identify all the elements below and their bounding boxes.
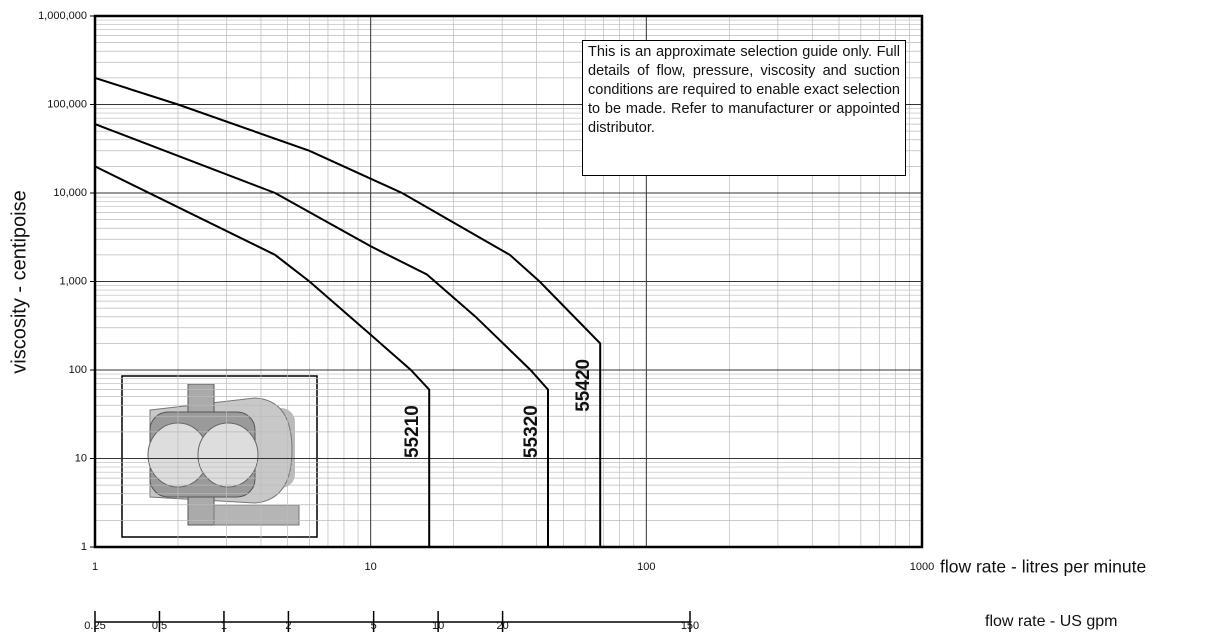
series-line: [94, 165, 431, 547]
note-box: This is an approximate selection guide o…: [582, 40, 906, 176]
y-tick-label: 1,000: [59, 275, 87, 287]
y-tick-label: 10,000: [53, 187, 87, 199]
y-tick-label: 100,000: [47, 98, 87, 110]
x-tick-label: 10: [365, 561, 377, 573]
y-tick-label: 1: [81, 541, 87, 553]
x2-tick-label: 150: [681, 620, 699, 632]
plot: 1 10 100 1000 1 10 100 1,000 10,000 100,000 1,000,…: [38, 10, 934, 632]
series-line: [94, 123, 549, 547]
series-line: [94, 76, 602, 547]
x2-tick-label: 5: [371, 620, 377, 632]
x2-tick-label: 1: [221, 620, 227, 632]
x-axis-label: flow rate - litres per minute: [940, 557, 1146, 577]
x2-axis-label: flow rate - US gpm: [985, 613, 1117, 630]
series-label: 55320: [521, 405, 542, 458]
x-tick-label: 1000: [910, 561, 934, 573]
x2-tick-label: 2: [285, 620, 291, 632]
y-tick-label: 1,000,000: [38, 10, 87, 22]
y-tick-label: 10: [75, 452, 87, 464]
y-tick-label: 100: [69, 364, 87, 376]
y-axis-label: viscosity - centipoise: [8, 190, 30, 373]
x-tick-label: 1: [92, 561, 98, 573]
x2-tick-label: 0.25: [84, 620, 105, 632]
x2-tick-label: 20: [496, 620, 508, 632]
series-label: 55420: [573, 359, 594, 412]
x-tick-label: 100: [637, 561, 655, 573]
x2-tick-label: 10: [432, 620, 444, 632]
series-label: 55210: [402, 405, 423, 458]
plot-frame: [93, 14, 924, 549]
x2-tick-label: 0.5: [152, 620, 167, 632]
